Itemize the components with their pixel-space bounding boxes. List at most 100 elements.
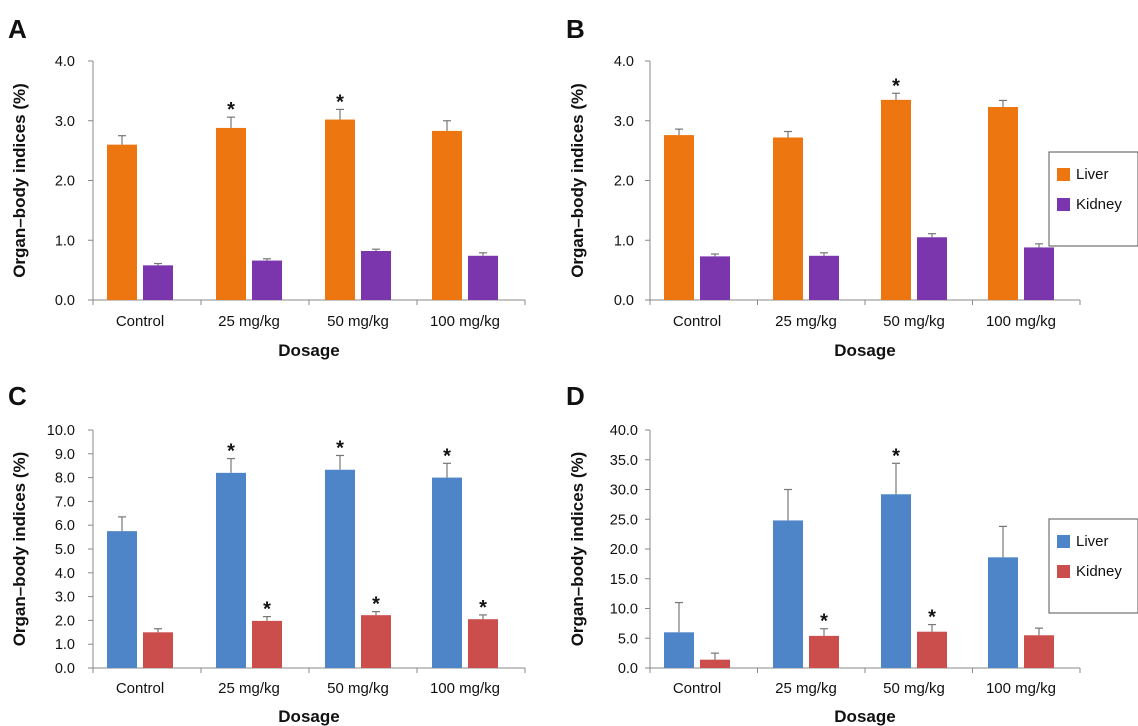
bar-liver [773,137,803,300]
y-axis-title: Organ–body indices (%) [568,452,587,647]
significance-marker: * [372,594,380,616]
bar-kidney [361,615,391,668]
y-tick-label: 0.0 [618,661,638,677]
y-tick-label: 7.0 [55,494,75,510]
bar-liver [881,494,911,668]
legend-swatch [1057,168,1070,181]
chart-panel-d: D 0.0 5.0 10.0 15.0 20.0 25.0 30.0 35.0 40.0 Contr… [566,381,1138,726]
bar-liver [664,632,694,668]
bar-liver [988,107,1018,300]
y-tick-label: 3.0 [55,114,75,130]
y-tick-label: 15.0 [610,572,638,588]
y-tick-label: 9.0 [55,447,75,463]
y-tick-label: 0.0 [55,293,75,309]
x-axis-title: Dosage [834,707,895,726]
y-axis-title: Organ–body indices (%) [568,83,587,278]
panel-letter: B [566,14,585,44]
bar-kidney [917,631,947,668]
bar-liver [881,99,911,301]
bar-liver [216,127,246,300]
legend: Liver Kidney [1048,151,1138,247]
y-tick-label: 1.0 [55,637,75,653]
y-tick-label: 5.0 [618,631,638,647]
significance-marker: * [336,91,344,113]
bar-kidney [809,255,839,300]
significance-marker: * [928,607,936,629]
chart-panel-b: B 0.0 1.0 2.0 3.0 4.0 Control 25 mg/kg 50 mg/kg 1… [566,14,1138,360]
bar-liver [432,130,462,300]
x-tick-label: 100 mg/kg [430,680,500,697]
y-tick-label: 10.0 [610,602,638,618]
significance-marker: * [892,75,900,97]
x-tick-label: 50 mg/kg [883,313,945,330]
y-tick-label: 10.0 [47,423,75,439]
y-tick-label: 8.0 [55,471,75,487]
y-tick-label: 5.0 [55,542,75,558]
y-tick-label: 4.0 [55,566,75,582]
y-axis-title: Organ–body indices (%) [10,83,29,278]
bar-kidney [809,635,839,668]
bar-kidney [1024,247,1054,300]
y-tick-label: 1.0 [55,233,75,249]
chart-panel-a: A 0.0 1.0 2.0 3.0 4.0 Control 25 mg/kg 50 mg/kg 1… [8,14,526,360]
significance-marker: * [263,599,271,621]
y-tick-label: 3.0 [55,590,75,606]
bar-liver [107,531,137,668]
x-tick-label: 100 mg/kg [430,313,500,330]
y-tick-label: 2.0 [55,613,75,629]
y-tick-label: 1.0 [614,233,634,249]
y-tick-label: 20.0 [610,542,638,558]
y-tick-label: 40.0 [610,423,638,439]
x-tick-label: Control [116,680,164,697]
bar-kidney [700,659,730,668]
legend-entry-liver: Liver [1076,166,1109,183]
y-tick-label: 0.0 [614,293,634,309]
significance-marker: * [479,597,487,619]
x-axis-title: Dosage [278,341,339,360]
bar-kidney [468,619,498,668]
panel-letter: D [566,381,585,411]
bar-kidney [1024,635,1054,668]
y-tick-label: 6.0 [55,518,75,534]
bar-liver [325,119,355,301]
y-tick-label: 3.0 [614,114,634,130]
significance-marker: * [227,441,235,463]
y-tick-label: 25.0 [610,512,638,528]
x-tick-label: 25 mg/kg [775,313,837,330]
legend-entry-kidney: Kidney [1076,196,1122,213]
y-tick-label: 35.0 [610,453,638,469]
significance-marker: * [227,99,235,121]
x-tick-label: Control [673,680,721,697]
x-tick-label: 25 mg/kg [218,680,280,697]
bar-kidney [700,256,730,300]
bar-liver [325,469,355,668]
y-tick-label: 30.0 [610,483,638,499]
bar-kidney [468,255,498,300]
bar-liver [988,557,1018,668]
legend-swatch [1057,565,1070,578]
x-tick-label: 100 mg/kg [986,313,1056,330]
y-tick-label: 4.0 [614,54,634,70]
bar-kidney [917,237,947,300]
legend: Liver Kidney [1048,518,1138,614]
significance-marker: * [820,611,828,633]
x-tick-label: Control [673,313,721,330]
bar-kidney [361,251,391,300]
y-tick-label: 4.0 [55,54,75,70]
bar-liver [432,477,462,668]
y-axis-title: Organ–body indices (%) [10,452,29,647]
x-tick-label: 50 mg/kg [327,680,389,697]
x-tick-label: Control [116,313,164,330]
bar-liver [216,472,246,668]
x-tick-label: 25 mg/kg [775,680,837,697]
panel-letter: C [8,381,27,411]
significance-marker: * [892,445,900,467]
legend-entry-liver: Liver [1076,533,1109,550]
chart-panel-c: C 0.0 1.0 2.0 3.0 4.0 5.0 6.0 7.0 8.0 9.0 10.0 Contr… [8,381,526,726]
panel-letter: A [8,14,27,44]
legend-swatch [1057,535,1070,548]
legend-entry-kidney: Kidney [1076,563,1122,580]
x-tick-label: 25 mg/kg [218,313,280,330]
bar-liver [107,144,137,300]
